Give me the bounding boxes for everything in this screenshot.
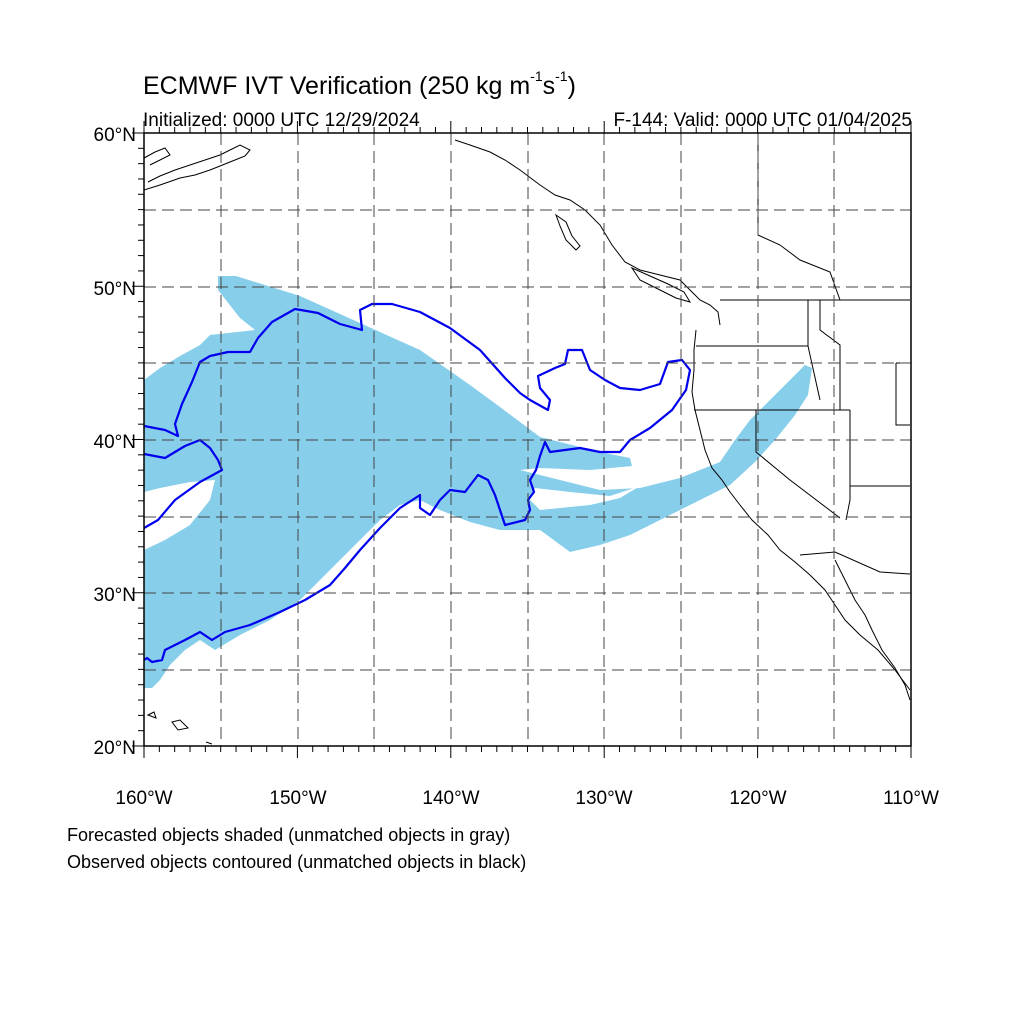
vancouver-island xyxy=(630,266,692,303)
us-west-coast xyxy=(691,329,911,691)
graticule xyxy=(144,133,911,746)
lat-label-30: 30°N xyxy=(94,585,136,606)
baja-coast xyxy=(834,559,911,701)
lon-label-150: 150°W xyxy=(269,788,326,809)
haida-gwaii xyxy=(554,213,581,251)
id-mt-border xyxy=(807,300,821,401)
forecast-ivt-object xyxy=(144,276,812,688)
forecast-gap xyxy=(530,486,640,510)
valid-time: F-144: Valid: 0000 UTC 01/04/2025 xyxy=(613,110,912,131)
alaska-coastline xyxy=(144,144,251,191)
axis-ticks xyxy=(132,121,912,758)
lon-label-140: 140°W xyxy=(422,788,479,809)
initialized-time: Initialized: 0000 UTC 12/29/2024 xyxy=(143,110,420,131)
lon-label-130: 130°W xyxy=(575,788,632,809)
observed-ivt-contour-west xyxy=(144,438,224,529)
lat-label-40: 40°N xyxy=(94,432,136,453)
legend-observed-note: Observed objects contoured (unmatched ob… xyxy=(67,852,527,872)
lat-label-20: 20°N xyxy=(94,738,136,759)
map-title: ECMWF IVT Verification (250 kg m-1s-1) xyxy=(143,68,576,100)
lat-label-50: 50°N xyxy=(94,279,136,300)
ca-nv-border xyxy=(755,410,841,519)
hawaii-islands xyxy=(146,711,213,745)
lon-label-120: 120°W xyxy=(729,788,786,809)
us-mexico-border xyxy=(799,551,911,575)
coastline-group xyxy=(144,133,911,745)
id-border xyxy=(819,300,841,410)
canada-province-border xyxy=(757,133,841,301)
lon-label-110: 110°W xyxy=(883,788,939,809)
lon-label-160: 160°W xyxy=(115,788,172,809)
alaska-coastline-2 xyxy=(144,147,171,166)
wy-border xyxy=(895,362,910,426)
legend-forecast-note: Forecasted objects shaded (unmatched obj… xyxy=(67,825,511,845)
bc-coastline xyxy=(454,139,721,326)
lat-label-60: 60°N xyxy=(94,125,136,146)
nv-az-border xyxy=(845,410,851,521)
observed-ivt-contour xyxy=(144,302,692,664)
